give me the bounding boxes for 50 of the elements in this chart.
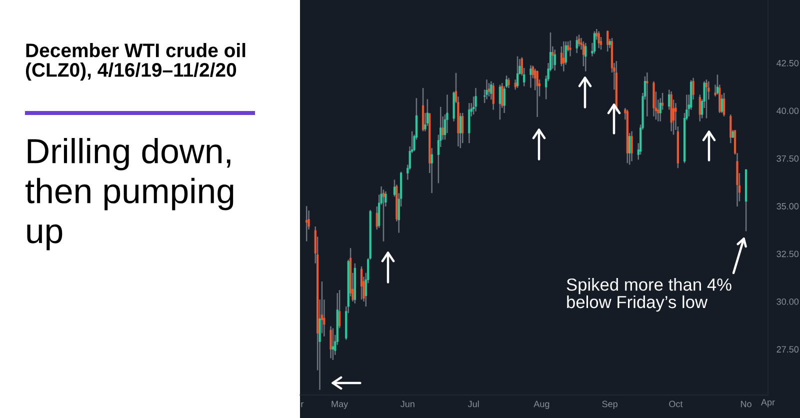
x-tick-label: r xyxy=(301,402,304,408)
candlestick xyxy=(584,42,587,72)
y-tick-label: 32.50 xyxy=(776,250,799,258)
candlestick xyxy=(486,78,488,100)
y-tick-label: 27.50 xyxy=(776,346,799,353)
candlestick xyxy=(593,30,596,54)
y-tick-label: 37.50 xyxy=(776,155,799,162)
candlestick xyxy=(468,102,470,144)
candlestick xyxy=(730,114,732,144)
candlestick xyxy=(382,189,385,242)
candlestick xyxy=(306,205,308,242)
candlestick xyxy=(330,326,332,359)
y-tick-label: 35.00 xyxy=(776,203,799,210)
candlestick xyxy=(646,72,648,118)
x-tick-label: Aug xyxy=(534,400,550,409)
candlestick xyxy=(360,266,363,300)
candlestick xyxy=(562,40,565,72)
x-tick-label: Oct xyxy=(669,400,683,408)
candlestick xyxy=(488,82,490,97)
candlestick xyxy=(705,78,708,119)
candlestick xyxy=(659,97,662,122)
candlestick xyxy=(569,40,572,57)
candlestick xyxy=(498,84,501,120)
candlestick xyxy=(462,112,464,144)
candlestick xyxy=(698,94,701,122)
y-tick-label: 40.00 xyxy=(776,108,799,114)
candlestick xyxy=(530,64,532,88)
x-tick-label: Jun xyxy=(400,400,414,408)
x-tick-label: Sep xyxy=(602,400,618,409)
text: Drilling down, then pumping up xyxy=(26,138,234,250)
candlestick xyxy=(492,82,494,110)
candlestick xyxy=(332,328,334,361)
x-tick-label: No xyxy=(741,400,752,408)
y-tick-label: 30.00 xyxy=(776,298,799,305)
candlestick xyxy=(723,92,726,118)
candlestick xyxy=(536,70,538,118)
candlestick xyxy=(516,56,519,89)
candlestick xyxy=(630,130,633,162)
candlestick xyxy=(508,77,510,89)
candlestick xyxy=(598,30,600,49)
x-tick-label: May xyxy=(332,400,348,409)
annotation: Spiked more than 4% below Friday’s low xyxy=(566,278,732,312)
text: December WTI crude oil (CLZ0), 4/16/19–11/2/20 xyxy=(26,43,246,81)
candlestick xyxy=(474,87,477,112)
candlestick xyxy=(576,36,578,54)
x-tick-label: Jul xyxy=(468,400,479,408)
candlestick xyxy=(606,30,609,52)
candlestick xyxy=(554,48,556,72)
text: Apr xyxy=(760,399,775,408)
y-tick-label: 42.50 xyxy=(776,60,799,66)
